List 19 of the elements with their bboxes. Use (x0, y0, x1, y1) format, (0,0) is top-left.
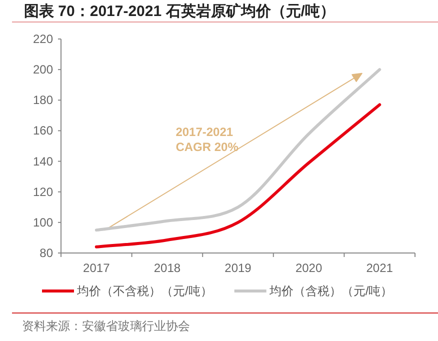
y-tick-label: 200 (32, 62, 54, 77)
x-tick-label: 2021 (366, 261, 394, 275)
x-tick-label: 2019 (224, 261, 252, 275)
x-tick-label: 2018 (154, 261, 181, 275)
line-series (94, 103, 382, 248)
x-tick-label: 2017 (83, 261, 110, 275)
y-tick-label: 140 (32, 154, 54, 168)
y-tick-label: 100 (32, 215, 54, 230)
y-tick-label: 160 (32, 124, 54, 138)
annotation: 2017-2021 CAGR 20% (176, 125, 239, 154)
y-tick-label: 180 (32, 93, 54, 108)
chart-title: 图表 70：2017-2021 石英岩原矿均价（元/吨） (24, 2, 335, 20)
legend-label: 均价（含税）（元/吨） (268, 284, 393, 298)
legend-label: 均价（不含税）（元/吨） (76, 284, 212, 298)
x-tick-label: 2020 (295, 261, 322, 275)
y-tick-label: 80 (40, 246, 54, 260)
y-tick-label: 220 (32, 32, 54, 46)
y-tick-label: 120 (32, 184, 54, 199)
text: 资料来源：安徽省玻璃行业协会 (22, 319, 190, 333)
